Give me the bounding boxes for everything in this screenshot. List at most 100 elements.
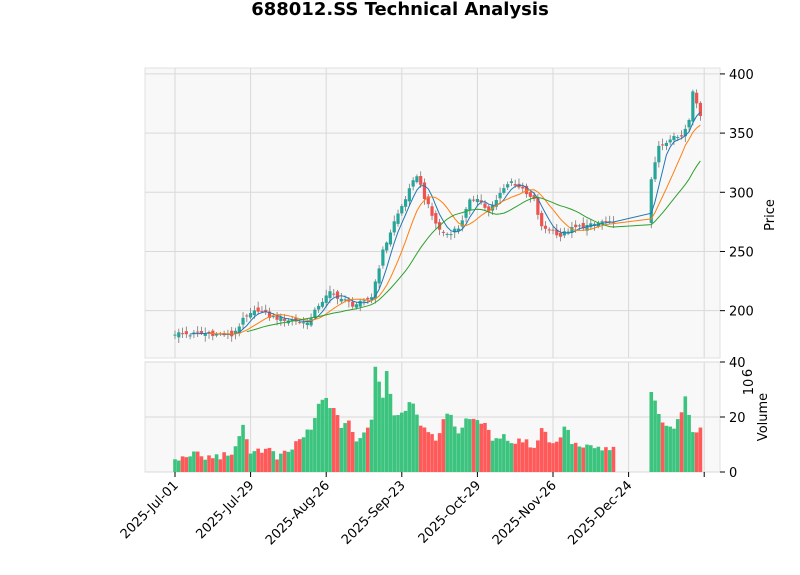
volume-bar [275,459,279,472]
candle-body [668,139,672,143]
volume-bar [188,456,192,472]
volume-bar [475,420,480,472]
volume-bar [513,443,517,472]
volume-axis-exponent: 10 [742,379,757,396]
candle-body [415,176,419,183]
candle-body [339,298,343,302]
ma-line [190,111,701,336]
volume-bar [358,438,363,472]
volume-bar [573,442,578,472]
volume-bar [415,414,419,472]
volume-bar [539,428,544,472]
candle-body [264,309,268,313]
volume-bar [256,448,260,472]
volume-bar [354,441,359,472]
x-tick-label: 2025-Oct-29 [416,478,484,546]
volume-bar [434,440,438,472]
volume-bar [199,456,204,472]
x-tick-label: 2025-Jul-29 [193,478,257,542]
volume-bar [490,440,495,472]
volume-axis-exponent-power: 6 [741,369,756,377]
volume-bar [585,444,589,472]
candle-body [487,206,491,212]
volume-bar [214,454,219,472]
candle-body [581,222,585,229]
volume-bar [203,459,208,472]
candle-body [695,92,699,104]
candle-body [188,335,192,337]
volume-bar [532,447,536,472]
candle-body [392,221,396,233]
candle-body [513,184,517,186]
candle-body [283,318,287,321]
volume-bar [679,412,684,472]
volume-bar [426,432,431,472]
volume-bar [675,419,680,472]
candle-body [407,188,411,202]
candle-body [498,192,502,199]
volume-bar [551,443,555,472]
volume-bar [498,438,502,472]
candle-body [313,309,317,319]
volume-bar [486,429,491,472]
volume-bar [316,403,321,472]
candle-body [358,300,362,307]
volume-bar [430,434,434,472]
volume-bar [528,447,533,472]
candle-body [347,299,351,302]
volume-bar [290,449,294,472]
price-axis-label: Price [763,199,778,231]
candle-body [245,315,249,317]
volume-bar [392,415,397,472]
volume-bar [660,422,665,472]
candle-body [396,213,400,224]
volume-bar [324,397,328,472]
volume-bar [411,403,415,472]
volume-bar [347,420,351,472]
volume-tick-label: 0 [729,466,737,481]
volume-bar [384,371,389,472]
volume-bar [297,439,302,472]
volume-bar [241,424,245,472]
x-axis: 2025-Jul-01 2025-Jul-29 2025-Aug-26 2025-Se… [118,472,705,548]
volume-bar [211,458,215,472]
candle-body [577,225,582,227]
volume-bar [664,425,669,472]
candle-body [691,91,695,122]
x-tick-label: 2025-Nov-26 [490,478,560,548]
volume-bar [445,413,449,472]
candle-body [419,176,423,185]
volume-bar [672,428,676,472]
candle-body [271,316,275,318]
candle-body [184,331,188,335]
volume-bar [483,422,487,472]
volume-bar [611,446,616,472]
volume-bar [248,453,253,472]
volume-bar [543,431,548,472]
candle-body [180,333,185,335]
volume-bar [589,445,593,472]
volume-bar [263,448,268,472]
volume-bar [388,393,393,472]
candle-body [676,137,680,139]
volume-bar [517,438,521,472]
ma-line [246,160,701,333]
x-tick-label: 2025-Jul-01 [118,478,182,542]
candle-body [192,332,196,334]
candle-body [290,319,294,322]
candle-body [468,199,472,211]
candle-body [506,184,510,188]
candle-body [332,293,336,295]
volume-bar [192,451,196,472]
volume-bar [267,447,272,472]
candle-body [653,162,657,180]
chart-title: 688012.SS Technical Analysis [251,0,549,20]
volume-bar [452,426,457,472]
candle-body [252,310,256,316]
x-tick-label: 2025-Aug-26 [263,478,333,548]
candle-body [354,304,359,308]
candle-body [657,145,661,163]
candle-body [672,135,676,141]
volume-bar [570,444,574,472]
candle-body [199,331,204,334]
